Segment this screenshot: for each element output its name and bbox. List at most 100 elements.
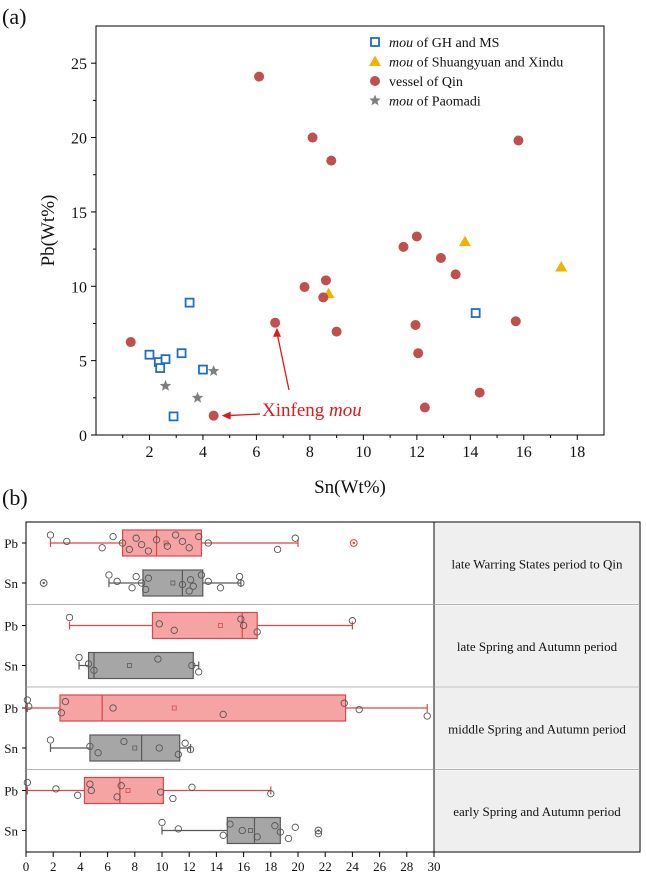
legend-label-series-2: vessel of Qin <box>389 75 463 90</box>
outlier-dot <box>352 541 355 545</box>
data-point <box>253 628 261 636</box>
x-tick-label: 14 <box>462 444 478 461</box>
data-point <box>142 585 150 594</box>
data-point <box>253 833 261 841</box>
data-point <box>152 536 161 544</box>
legend-label-rest: of Shuangyuan and Xindu <box>413 56 563 71</box>
data-point <box>74 791 82 799</box>
data-point <box>163 542 172 550</box>
data-point <box>169 794 177 803</box>
data-point <box>178 580 187 589</box>
data-point <box>185 544 193 552</box>
x-tick-label: 30 <box>428 859 441 874</box>
data-point <box>25 702 33 711</box>
data-point <box>117 782 125 790</box>
annotation-arrow-line <box>225 413 261 417</box>
panel-b-label: (b) <box>2 485 28 510</box>
legend-marker-series-3 <box>369 94 381 106</box>
data-point <box>237 579 245 587</box>
x-tick-label: 18 <box>264 859 277 874</box>
data-point <box>189 582 197 590</box>
data-point <box>154 655 162 663</box>
iqr-box <box>83 776 164 805</box>
data-point-series-2 <box>435 253 446 264</box>
data-point-series-2 <box>208 410 219 421</box>
data-point-series-2 <box>320 275 331 286</box>
data-point <box>120 737 128 746</box>
data-point-series-1 <box>555 260 568 272</box>
data-point <box>90 666 98 674</box>
data-point <box>170 626 178 634</box>
data-point-series-2 <box>410 319 421 330</box>
x-tick-label: 18 <box>569 444 585 461</box>
y-tick-label: 20 <box>71 131 87 148</box>
data-point <box>156 788 165 796</box>
group-label-cell <box>435 770 639 851</box>
data-point-series-2 <box>270 317 281 328</box>
panel-a-label: (a) <box>2 4 26 29</box>
data-point <box>348 617 357 625</box>
y-tick-label: 10 <box>71 279 87 296</box>
data-point <box>98 544 106 552</box>
scatter-plot: 2 4 6 8 10 12 14 16 18 0 5 10 15 20 25 Sn(Wt%) Pb(Wt%) Xi… <box>38 25 605 498</box>
group-label: early Spring and Autumn period <box>453 804 621 819</box>
x-tick-label: 8 <box>132 859 139 874</box>
data-point <box>132 572 140 581</box>
iqr-box <box>151 611 258 640</box>
group-label: late Spring and Autumn period <box>457 639 618 654</box>
row-label-sn: Sn <box>4 659 18 674</box>
legend-marker-series-0 <box>370 37 380 47</box>
data-point <box>137 540 146 549</box>
data-point <box>340 699 348 707</box>
x-tick-label: 2 <box>50 859 57 874</box>
data-point <box>109 532 117 541</box>
data-point <box>52 785 60 793</box>
x-tick-label: 16 <box>237 859 251 874</box>
data-point <box>235 572 244 581</box>
data-point <box>226 820 234 828</box>
annotation-arrowhead <box>273 327 281 337</box>
data-point <box>186 745 195 754</box>
data-point-series-2 <box>413 348 424 359</box>
outlier-dot <box>317 829 320 832</box>
data-point <box>423 712 431 720</box>
data-point <box>65 613 74 622</box>
data-point-series-2 <box>125 337 136 348</box>
mean-marker <box>170 580 176 586</box>
outlier-point <box>39 579 48 587</box>
x-tick-label: 6 <box>104 859 111 874</box>
x-tick-label: 0 <box>23 859 30 874</box>
data-point-series-3 <box>191 391 204 403</box>
data-point <box>291 823 299 831</box>
data-point-series-2 <box>510 316 521 327</box>
data-point-series-2 <box>419 402 430 413</box>
data-point <box>155 620 163 628</box>
data-point-series-2 <box>398 241 409 252</box>
mean-marker <box>132 745 138 751</box>
data-point-series-3 <box>159 379 172 391</box>
legend-marker-series-1 <box>369 55 381 66</box>
data-point <box>105 571 113 579</box>
data-point <box>186 576 195 584</box>
data-point <box>271 822 279 830</box>
outlier-point <box>314 826 323 835</box>
data-point <box>238 826 246 835</box>
data-point-series-2 <box>411 231 422 242</box>
data-point-series-0 <box>160 354 171 365</box>
x-axis-label: Sn(Wt%) <box>314 477 386 498</box>
x-tick-label: 4 <box>77 859 84 874</box>
legend-label-italic: mou <box>389 56 413 71</box>
data-point <box>216 584 225 592</box>
mean-marker <box>247 828 253 833</box>
x-tick-label: 12 <box>183 859 196 874</box>
data-point-series-0 <box>198 364 208 375</box>
y-tick-label: 5 <box>79 354 87 371</box>
data-point-series-0 <box>176 348 187 359</box>
data-point <box>195 532 203 541</box>
data-point <box>158 818 166 827</box>
iqr-box <box>89 734 181 762</box>
data-point <box>46 736 55 744</box>
annotation-text-italic: mou <box>329 400 362 421</box>
data-point-series-2 <box>331 326 342 337</box>
data-point <box>109 704 117 712</box>
